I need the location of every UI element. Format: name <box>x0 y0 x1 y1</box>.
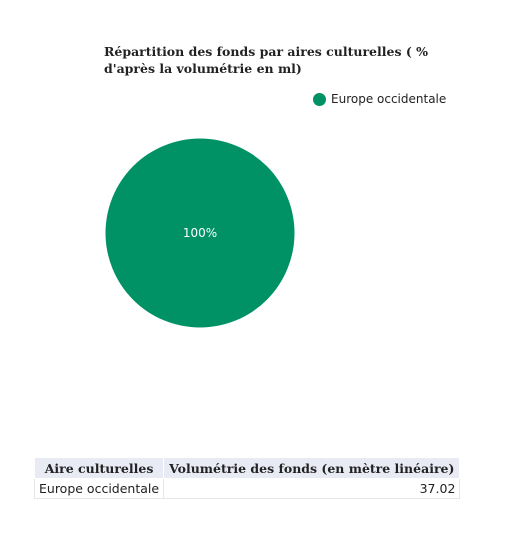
legend: Europe occidentale <box>313 91 453 107</box>
data-table: Aire culturelles Volumétrie des fonds (e… <box>33 457 461 499</box>
legend-label-europe-occidentale[interactable]: Europe occidentale <box>331 92 447 106</box>
pie-chart: 100% <box>105 138 295 328</box>
table-row: Europe occidentale 37.02 <box>33 478 461 499</box>
cell-aire: Europe occidentale <box>33 478 165 499</box>
column-header-aire: Aire culturelles <box>33 457 165 479</box>
pie-slice-label-europe-occidentale: 100% <box>183 226 217 240</box>
column-header-volumetrie: Volumétrie des fonds (en mètre linéaire) <box>163 457 461 479</box>
legend-swatch-europe-occidentale[interactable] <box>313 93 326 106</box>
pie-slice-europe-occidentale[interactable] <box>105 138 295 328</box>
chart-title: Répartition des fonds par aires culturel… <box>104 44 428 76</box>
table-header-row: Aire culturelles Volumétrie des fonds (e… <box>33 457 461 479</box>
cell-volumetrie: 37.02 <box>163 478 461 499</box>
